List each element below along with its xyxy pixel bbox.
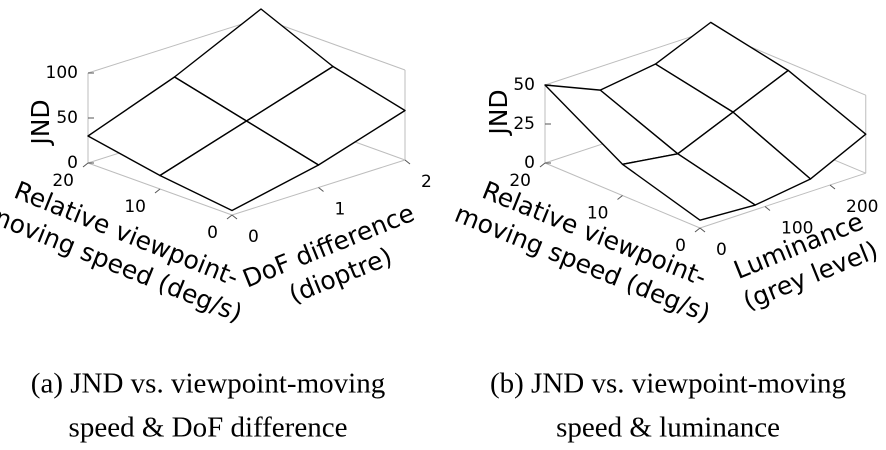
x-tick	[539, 162, 546, 168]
caption: (a) JND vs. viewpoint-moving	[31, 368, 385, 400]
y-tick-label: 0	[248, 227, 259, 247]
x-tick-label: 0	[207, 223, 218, 243]
z-tick-label: 50	[513, 75, 535, 95]
x-tick	[154, 188, 161, 194]
y-tick	[699, 227, 706, 233]
x-tick-label: 10	[587, 204, 609, 224]
box-edge	[87, 17, 262, 74]
surface-patch	[159, 120, 320, 212]
y-tick-label: 1	[335, 200, 346, 220]
x-tick	[694, 227, 701, 233]
x-tick-label: 20	[52, 171, 74, 191]
z-axis-label: JND	[26, 99, 55, 146]
y-tick	[404, 159, 411, 165]
z-tick-label: 100	[46, 63, 78, 83]
x-tick-label: 0	[675, 236, 686, 256]
z-tick-label: 25	[513, 114, 535, 134]
caption: speed & DoF difference	[69, 412, 348, 444]
caption: speed & luminance	[556, 412, 780, 444]
x-tick-label: 10	[124, 197, 146, 217]
x-tick	[82, 162, 89, 168]
x-tick	[226, 214, 233, 220]
z-tick-label: 0	[67, 153, 78, 173]
y-tick	[829, 184, 836, 190]
y-tick-label: 2	[421, 172, 432, 192]
x-tick	[617, 195, 623, 200]
x-tick-label: 20	[509, 171, 531, 191]
box-edge	[699, 172, 866, 229]
y-tick-label: 100	[781, 219, 813, 239]
box-edge	[260, 17, 406, 71]
y-tick	[231, 214, 238, 220]
z-tick-label: 50	[56, 108, 78, 128]
y-tick-label: 200	[846, 197, 878, 217]
y-tick	[764, 206, 771, 211]
y-tick-label: 0	[716, 240, 727, 260]
y-tick	[318, 187, 324, 192]
z-tick-label: 0	[524, 153, 535, 173]
surface-patch	[621, 153, 756, 221]
box-edge	[544, 29, 711, 86]
caption: (b) JND vs. viewpoint-moving	[490, 368, 846, 400]
z-axis-label: JND	[484, 89, 513, 136]
